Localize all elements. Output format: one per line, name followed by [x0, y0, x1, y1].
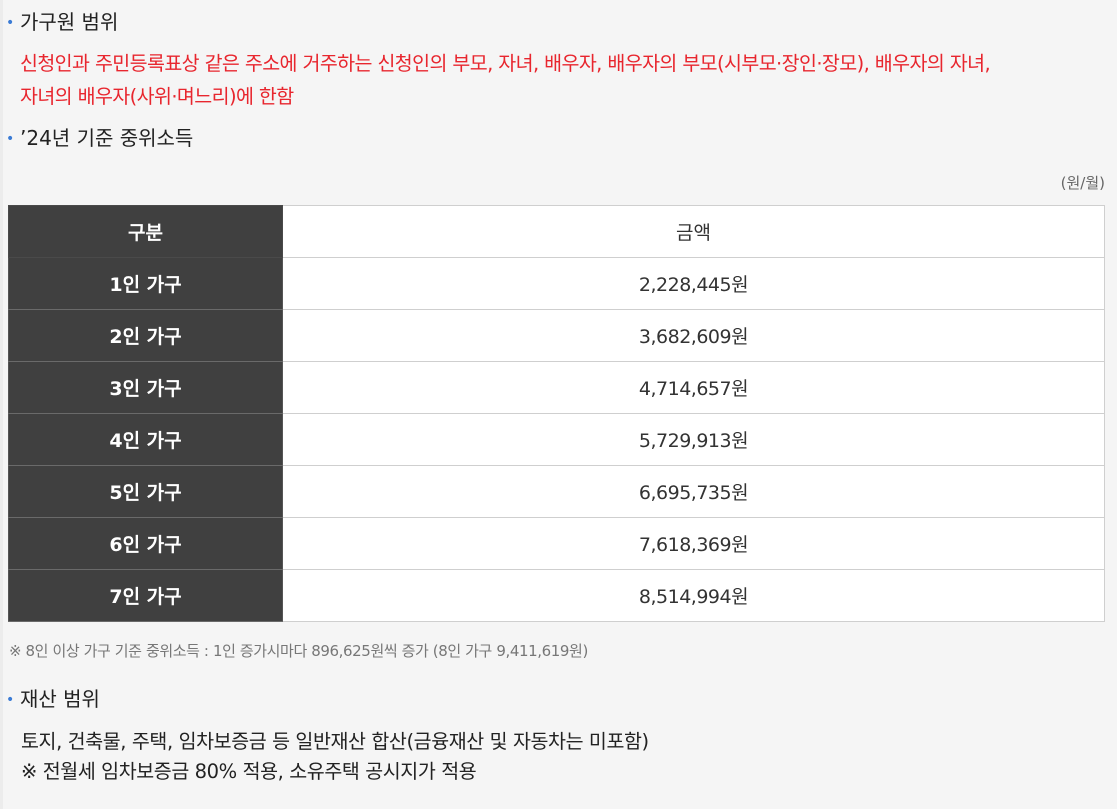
row-amount: 4,714,657원 — [282, 361, 1105, 414]
median-income-heading: ’24년 기준 중위소득 — [20, 126, 194, 150]
row-amount: 3,682,609원 — [282, 309, 1105, 362]
row-amount: 5,729,913원 — [282, 413, 1105, 466]
table-row: 6인 가구 7,618,369원 — [8, 517, 1105, 570]
section-household-scope: • 가구원 범위 — [6, 8, 118, 37]
header-category: 구분 — [8, 205, 283, 258]
household-scope-line-1: 신청인과 주민등록표상 같은 주소에 거주하는 신청인의 부모, 자녀, 배우자… — [20, 52, 991, 75]
row-label: 6인 가구 — [8, 517, 283, 570]
asset-scope-line-2: ※ 전월세 임차보증금 80% 적용, 소유주택 공시지가 적용 — [21, 760, 477, 783]
bullet-dot-icon: • — [6, 131, 15, 147]
asset-scope-line-1: 토지, 건축물, 주택, 임차보증금 등 일반재산 합산(금융재산 및 자동차는… — [21, 730, 649, 753]
section-median-income: • ’24년 기준 중위소득 — [6, 124, 193, 153]
section-asset-scope: • 재산 범위 — [6, 685, 100, 714]
row-amount: 7,618,369원 — [282, 517, 1105, 570]
left-edge-divider — [0, 0, 3, 809]
row-label: 1인 가구 — [8, 257, 283, 310]
median-income-note: ※ 8인 이상 가구 기준 중위소득 : 1인 증가시마다 896,625원씩 … — [9, 642, 588, 660]
row-label: 2인 가구 — [8, 309, 283, 362]
household-scope-description: 신청인과 주민등록표상 같은 주소에 거주하는 신청인의 부모, 자녀, 배우자… — [20, 47, 1105, 113]
median-income-table: 구분 금액 1인 가구 2,228,445원 2인 가구 3,682,609원 … — [8, 205, 1105, 622]
household-scope-line-2: 자녀의 배우자(사위·며느리)에 한함 — [20, 85, 294, 108]
table-row: 4인 가구 5,729,913원 — [8, 413, 1105, 466]
row-label: 7인 가구 — [8, 569, 283, 622]
asset-scope-heading: 재산 범위 — [20, 687, 100, 711]
bullet-dot-icon: • — [6, 15, 15, 31]
household-scope-heading: 가구원 범위 — [20, 10, 119, 34]
row-label: 4인 가구 — [8, 413, 283, 466]
header-amount: 금액 — [282, 205, 1105, 258]
row-label: 5인 가구 — [8, 465, 283, 518]
table-row: 1인 가구 2,228,445원 — [8, 257, 1105, 310]
bullet-dot-icon: • — [6, 692, 15, 708]
table-header-row: 구분 금액 — [8, 205, 1105, 258]
table-row: 5인 가구 6,695,735원 — [8, 465, 1105, 518]
row-label: 3인 가구 — [8, 361, 283, 414]
row-amount: 8,514,994원 — [282, 569, 1105, 622]
row-amount: 6,695,735원 — [282, 465, 1105, 518]
table-row: 7인 가구 8,514,994원 — [8, 569, 1105, 622]
row-amount: 2,228,445원 — [282, 257, 1105, 310]
unit-label: (원/월) — [1060, 174, 1105, 192]
table-row: 2인 가구 3,682,609원 — [8, 309, 1105, 362]
table-row: 3인 가구 4,714,657원 — [8, 361, 1105, 414]
